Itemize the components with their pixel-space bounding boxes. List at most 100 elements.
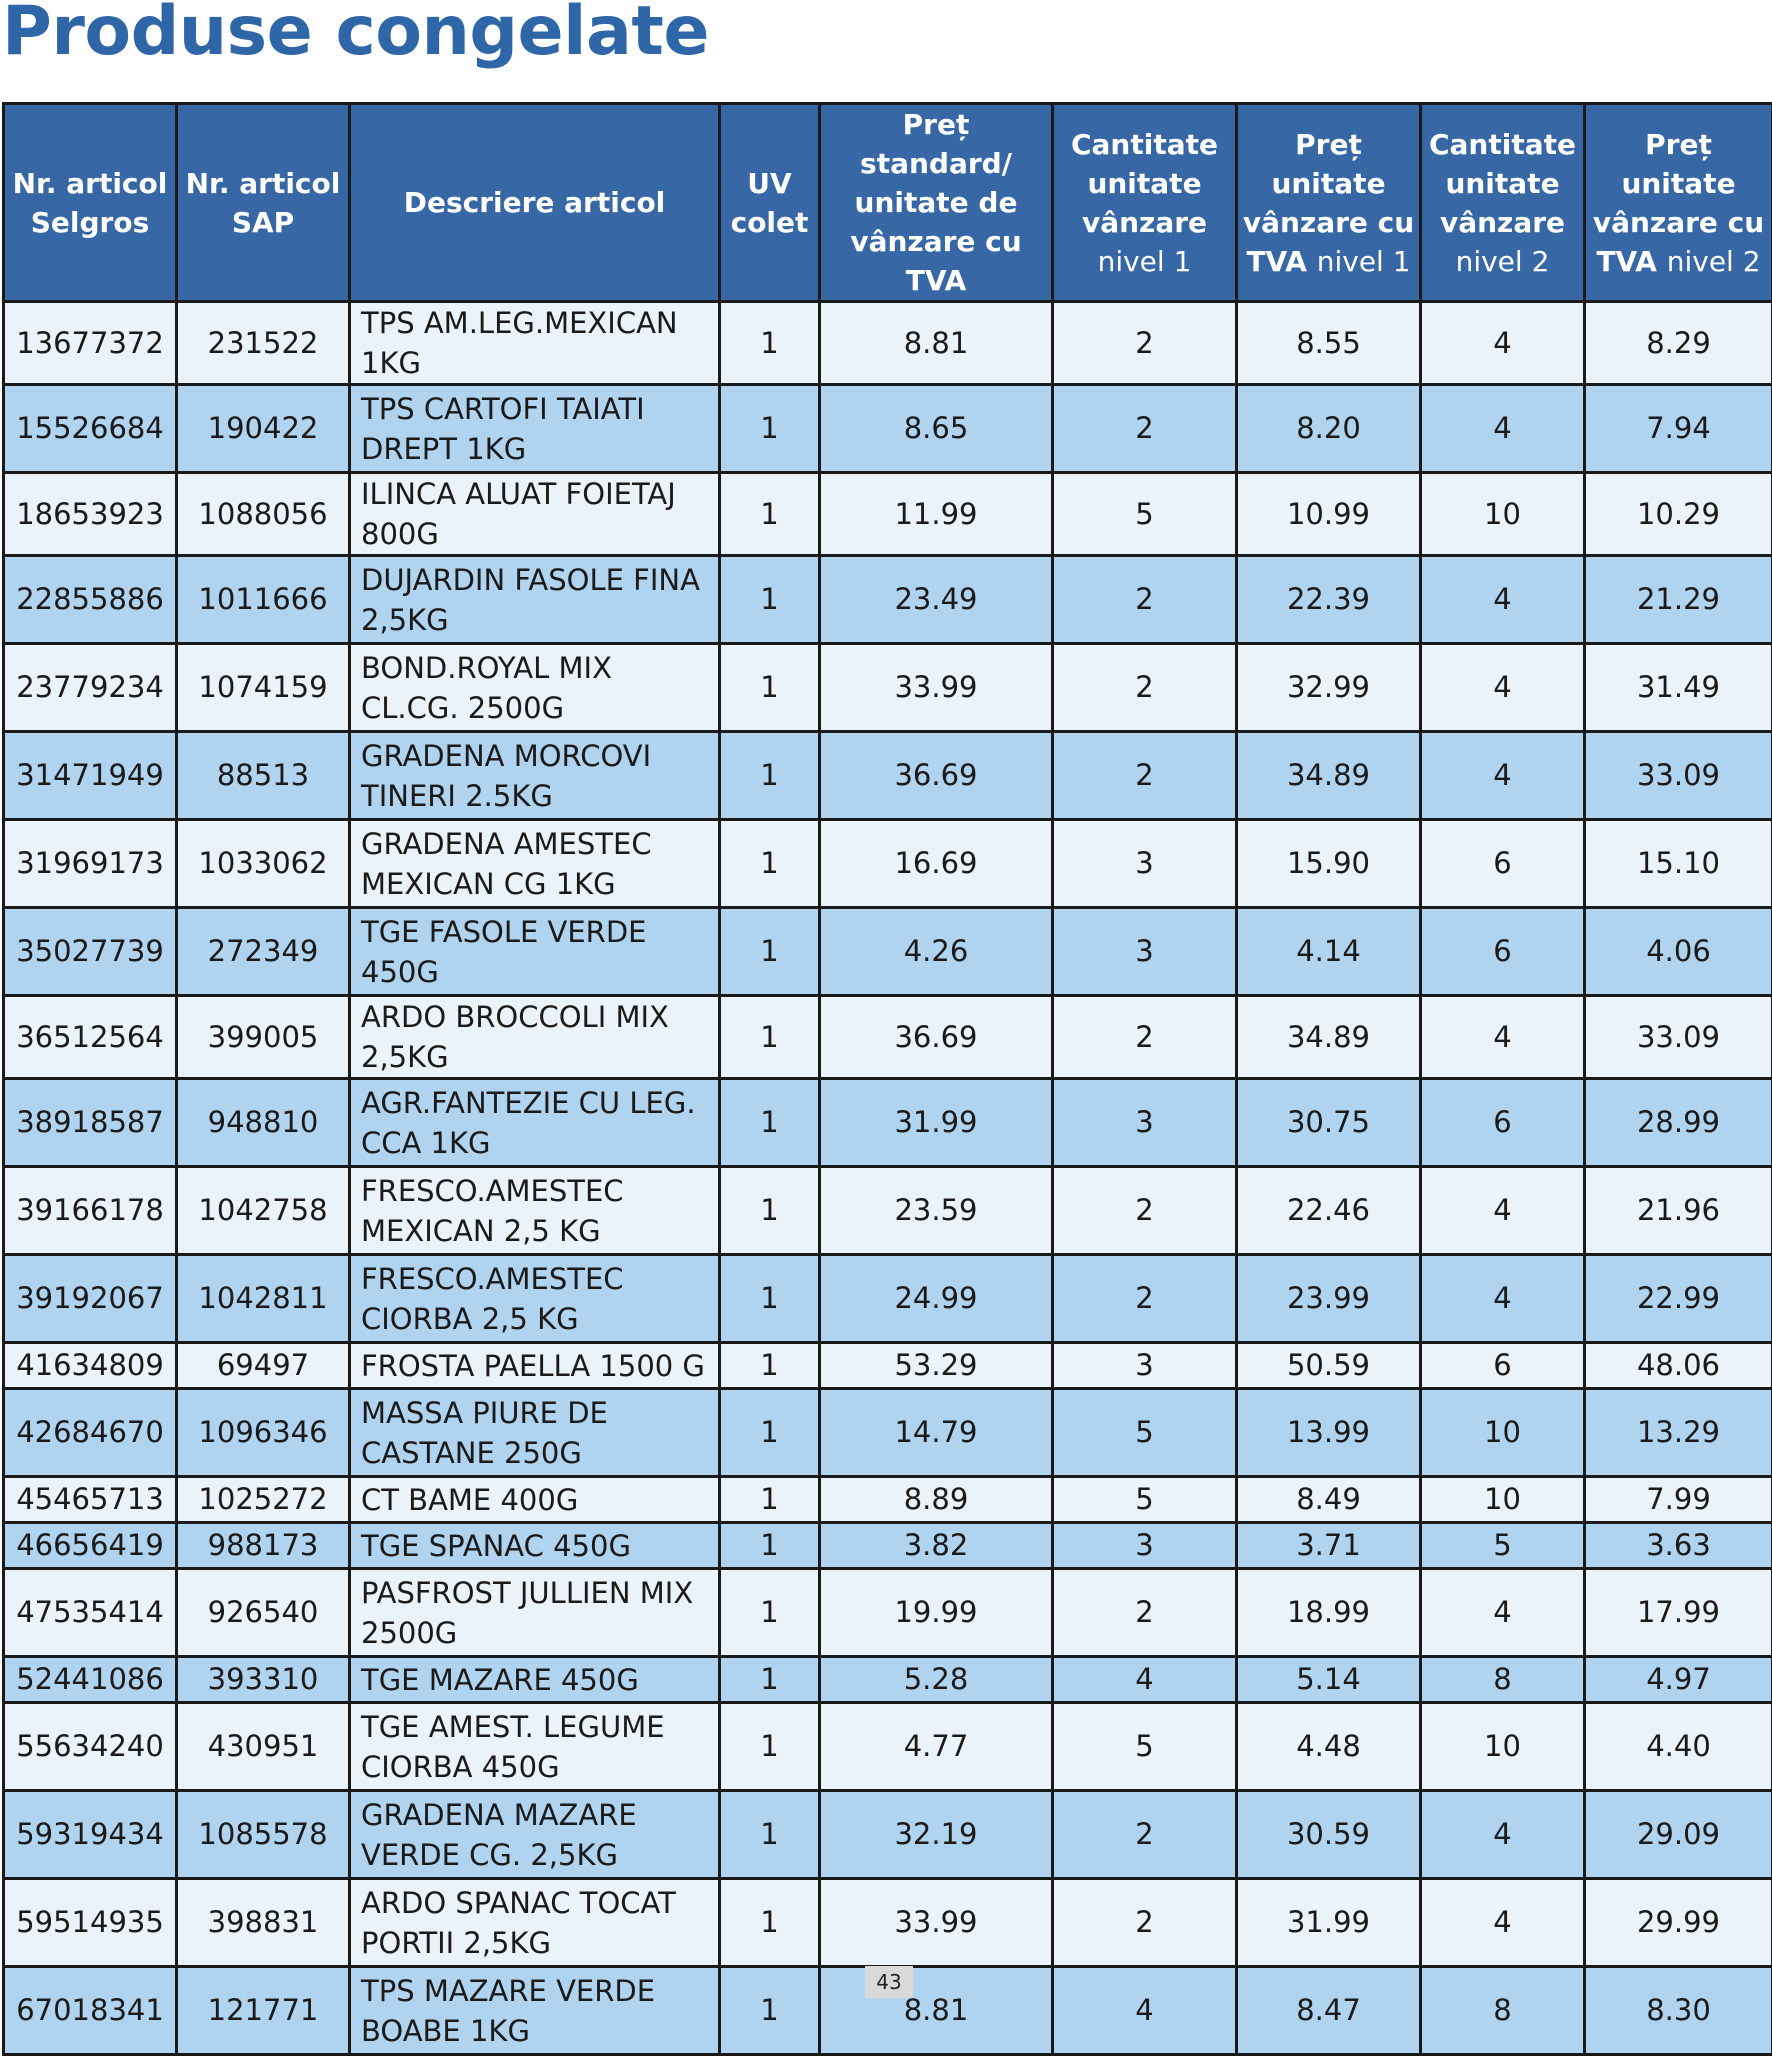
cell-descriere-articol: TGE AMEST. LEGUME CIORBA 450G <box>350 1703 720 1791</box>
cell-pret-nivel-2: 4.97 <box>1585 1657 1772 1703</box>
cell-nr-articol-selgros: 36512564 <box>4 996 177 1079</box>
cell-descriere-articol: ARDO SPANAC TOCAT PORTII 2,5KG <box>350 1879 720 1967</box>
cell-pret-nivel-1: 15.90 <box>1237 820 1421 908</box>
cell-nr-articol-sap: 1088056 <box>177 473 350 556</box>
cell-nr-articol-sap: 190422 <box>177 385 350 473</box>
cell-uv-colet: 1 <box>720 473 820 556</box>
cell-cantitate-nivel-1: 2 <box>1053 1167 1237 1255</box>
cell-pret-standard: 36.69 <box>820 732 1053 820</box>
cell-nr-articol-selgros: 45465713 <box>4 1477 177 1523</box>
column-header-label: Nr. articol Selgros <box>13 167 168 239</box>
cell-nr-articol-selgros: 15526684 <box>4 385 177 473</box>
cell-cantitate-nivel-2: 6 <box>1421 908 1585 996</box>
cell-descriere-articol: TGE SPANAC 450G <box>350 1523 720 1569</box>
column-header-label: Cantitate unitate vânzare <box>1429 128 1576 239</box>
column-header-label: Cantitate unitate vânzare <box>1071 128 1218 239</box>
cell-uv-colet: 1 <box>720 1255 820 1343</box>
cell-pret-standard: 3.82 <box>820 1523 1053 1569</box>
cell-cantitate-nivel-2: 5 <box>1421 1523 1585 1569</box>
cell-nr-articol-sap: 1011666 <box>177 556 350 644</box>
cell-nr-articol-sap: 272349 <box>177 908 350 996</box>
cell-descriere-articol: AGR.FANTEZIE CU LEG. CCA 1KG <box>350 1079 720 1167</box>
cell-cantitate-nivel-2: 10 <box>1421 1703 1585 1791</box>
cell-cantitate-nivel-2: 4 <box>1421 302 1585 385</box>
cell-nr-articol-selgros: 39166178 <box>4 1167 177 1255</box>
cell-nr-articol-sap: 393310 <box>177 1657 350 1703</box>
cell-nr-articol-sap: 1085578 <box>177 1791 350 1879</box>
cell-cantitate-nivel-1: 2 <box>1053 385 1237 473</box>
cell-cantitate-nivel-2: 4 <box>1421 1167 1585 1255</box>
cell-nr-articol-selgros: 41634809 <box>4 1343 177 1389</box>
cell-pret-nivel-1: 18.99 <box>1237 1569 1421 1657</box>
cell-pret-nivel-1: 5.14 <box>1237 1657 1421 1703</box>
cell-uv-colet: 1 <box>720 996 820 1079</box>
cell-cantitate-nivel-1: 2 <box>1053 1879 1237 1967</box>
cell-uv-colet: 1 <box>720 820 820 908</box>
cell-descriere-articol: BOND.ROYAL MIX CL.CG. 2500G <box>350 644 720 732</box>
cell-uv-colet: 1 <box>720 1569 820 1657</box>
cell-pret-nivel-1: 4.48 <box>1237 1703 1421 1791</box>
cell-cantitate-nivel-2: 4 <box>1421 996 1585 1079</box>
cell-cantitate-nivel-1: 3 <box>1053 1523 1237 1569</box>
column-header-nr-articol-sap: Nr. articol SAP <box>177 104 350 302</box>
cell-nr-articol-sap: 231522 <box>177 302 350 385</box>
cell-pret-nivel-2: 7.94 <box>1585 385 1772 473</box>
cell-pret-nivel-2: 29.09 <box>1585 1791 1772 1879</box>
cell-descriere-articol: PASFROST JULLIEN MIX 2500G <box>350 1569 720 1657</box>
cell-nr-articol-sap: 1074159 <box>177 644 350 732</box>
cell-descriere-articol: TPS MAZARE VERDE BOABE 1KG <box>350 1967 720 2055</box>
cell-pret-nivel-1: 50.59 <box>1237 1343 1421 1389</box>
cell-pret-standard: 36.69 <box>820 996 1053 1079</box>
column-header-label: Preț standard/ unitate de vânzare cu TVA <box>850 108 1021 297</box>
cell-pret-nivel-1: 30.59 <box>1237 1791 1421 1879</box>
cell-cantitate-nivel-1: 2 <box>1053 1255 1237 1343</box>
cell-cantitate-nivel-2: 6 <box>1421 820 1585 908</box>
cell-pret-nivel-2: 28.99 <box>1585 1079 1772 1167</box>
cell-uv-colet: 1 <box>720 1389 820 1477</box>
cell-pret-standard: 8.89 <box>820 1477 1053 1523</box>
column-header-descriere-articol: Descriere articol <box>350 104 720 302</box>
cell-pret-nivel-2: 21.29 <box>1585 556 1772 644</box>
cell-nr-articol-selgros: 67018341 <box>4 1967 177 2055</box>
cell-cantitate-nivel-1: 5 <box>1053 1389 1237 1477</box>
cell-nr-articol-sap: 1096346 <box>177 1389 350 1477</box>
cell-uv-colet: 1 <box>720 1477 820 1523</box>
page-number: 43 <box>865 1966 913 1998</box>
cell-nr-articol-sap: 88513 <box>177 732 350 820</box>
cell-descriere-articol: TGE FASOLE VERDE 450G <box>350 908 720 996</box>
cell-cantitate-nivel-2: 4 <box>1421 1255 1585 1343</box>
cell-nr-articol-selgros: 35027739 <box>4 908 177 996</box>
cell-nr-articol-selgros: 47535414 <box>4 1569 177 1657</box>
cell-descriere-articol: GRADENA MORCOVI TINERI 2.5KG <box>350 732 720 820</box>
page-title: Produse congelate <box>2 0 709 72</box>
cell-pret-standard: 4.77 <box>820 1703 1053 1791</box>
cell-pret-nivel-2: 17.99 <box>1585 1569 1772 1657</box>
cell-nr-articol-selgros: 22855886 <box>4 556 177 644</box>
cell-descriere-articol: CT BAME 400G <box>350 1477 720 1523</box>
cell-pret-standard: 53.29 <box>820 1343 1053 1389</box>
cell-nr-articol-sap: 926540 <box>177 1569 350 1657</box>
cell-cantitate-nivel-1: 2 <box>1053 1569 1237 1657</box>
cell-pret-nivel-2: 15.10 <box>1585 820 1772 908</box>
cell-pret-nivel-2: 7.99 <box>1585 1477 1772 1523</box>
cell-pret-nivel-1: 4.14 <box>1237 908 1421 996</box>
cell-descriere-articol: DUJARDIN FASOLE FINA 2,5KG <box>350 556 720 644</box>
column-header-level: nivel 1 <box>1098 245 1192 278</box>
cell-nr-articol-sap: 1033062 <box>177 820 350 908</box>
cell-nr-articol-selgros: 18653923 <box>4 473 177 556</box>
column-header-cantitate-nivel-1: Cantitate unitate vânzare nivel 1 <box>1053 104 1237 302</box>
cell-descriere-articol: ILINCA ALUAT FOIETAJ 800G <box>350 473 720 556</box>
cell-descriere-articol: ARDO BROCCOLI MIX 2,5KG <box>350 996 720 1079</box>
cell-uv-colet: 1 <box>720 1791 820 1879</box>
cell-descriere-articol: TPS CARTOFI TAIATI DREPT 1KG <box>350 385 720 473</box>
column-header-nr-articol-selgros: Nr. articol Selgros <box>4 104 177 302</box>
cell-pret-nivel-2: 48.06 <box>1585 1343 1772 1389</box>
